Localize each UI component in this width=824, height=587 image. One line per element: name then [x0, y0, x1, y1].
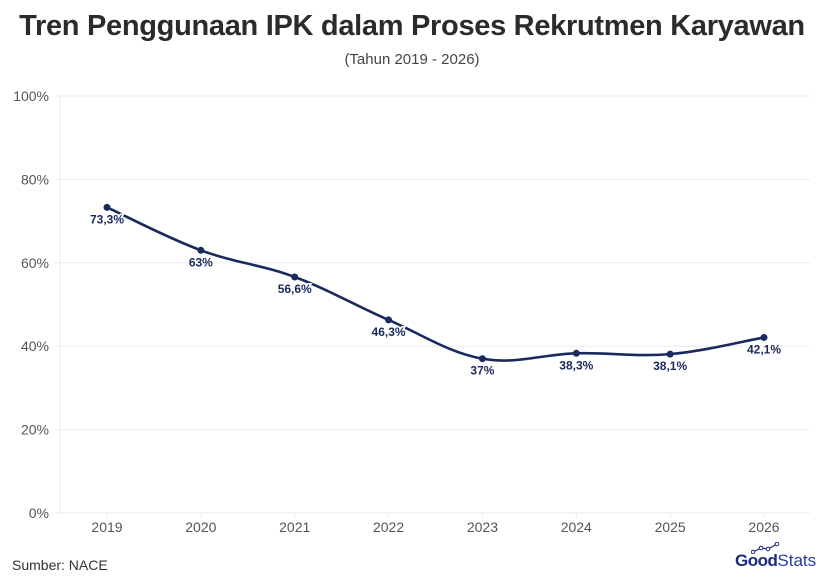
x-tick-label: 2019 [91, 519, 122, 535]
data-point [666, 350, 674, 358]
data-label: 56,6% [278, 282, 312, 296]
data-point [572, 349, 580, 357]
data-label: 42,1% [747, 342, 781, 356]
y-tick-label: 0% [29, 505, 49, 521]
data-point [197, 246, 205, 254]
y-tick-label: 40% [21, 338, 49, 354]
data-label: 46,3% [372, 325, 406, 339]
data-labels: 73,3% 63% 56,6% 46,3% 37% 38,3% 38,1% 42,1% [88, 211, 782, 379]
gridlines [55, 95, 810, 514]
x-tick-label: 2023 [467, 519, 498, 535]
x-axis: 2019 2020 2021 2022 2023 2024 2025 2026 [91, 513, 780, 535]
chart-title: Tren Penggunaan IPK dalam Proses Rekrutm… [19, 10, 805, 42]
data-points [103, 203, 768, 363]
x-tick-label: 2026 [748, 519, 779, 535]
data-label: 38,3% [559, 358, 593, 372]
x-tick-label: 2020 [185, 519, 216, 535]
y-tick-label: 100% [13, 88, 49, 104]
trend-icon [751, 542, 780, 554]
data-point [385, 316, 393, 324]
data-point [291, 273, 299, 281]
data-label: 73,3% [90, 212, 124, 226]
data-point [103, 203, 111, 211]
data-point [478, 355, 486, 363]
data-label: 63% [189, 255, 213, 269]
x-tick-label: 2021 [279, 519, 310, 535]
y-axis: 0% 20% 40% 60% 80% 100% [13, 88, 49, 521]
data-label: 38,1% [653, 359, 687, 373]
y-tick-label: 20% [21, 422, 49, 438]
chart-subtitle: (Tahun 2019 - 2026) [344, 51, 480, 68]
x-tick-label: 2022 [373, 519, 404, 535]
data-label: 37% [470, 364, 494, 378]
x-tick-label: 2024 [561, 519, 592, 535]
logo-stats: Stats [777, 551, 817, 570]
source-note: Sumber: NACE [12, 557, 108, 573]
y-tick-label: 80% [21, 171, 49, 187]
logo-good: Good [735, 551, 778, 570]
goodstats-logo: GoodStats [735, 542, 817, 571]
series-line [105, 206, 766, 362]
x-tick-label: 2025 [655, 519, 686, 535]
data-point [760, 333, 768, 341]
y-tick-label: 60% [21, 255, 49, 271]
